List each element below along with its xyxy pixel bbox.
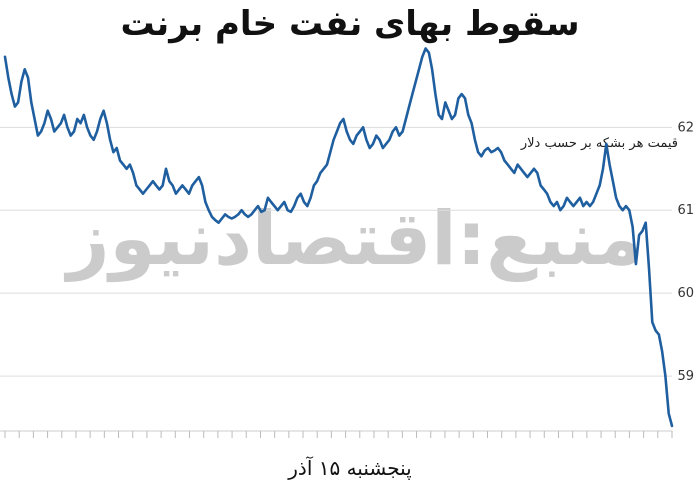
y-tick-label-59: 59 xyxy=(677,369,694,384)
series-group xyxy=(3,47,674,428)
x-axis-label: پنجشنبه ۱۵ آذر xyxy=(288,456,412,480)
chart-title: سقوط بهای نفت خام برنت xyxy=(120,4,580,44)
y-tick-label-60: 60 xyxy=(677,286,694,301)
y-tick-label-61: 61 xyxy=(677,203,694,218)
y-tick-labels: 59 60 61 62 xyxy=(677,120,694,384)
y-axis-label: قیمت هر بشکه بر حسب دلار xyxy=(520,136,678,151)
x-axis xyxy=(0,430,673,438)
gridlines xyxy=(0,126,672,377)
y-tick-label-62: 62 xyxy=(677,120,694,135)
series-line-brent xyxy=(3,47,674,428)
